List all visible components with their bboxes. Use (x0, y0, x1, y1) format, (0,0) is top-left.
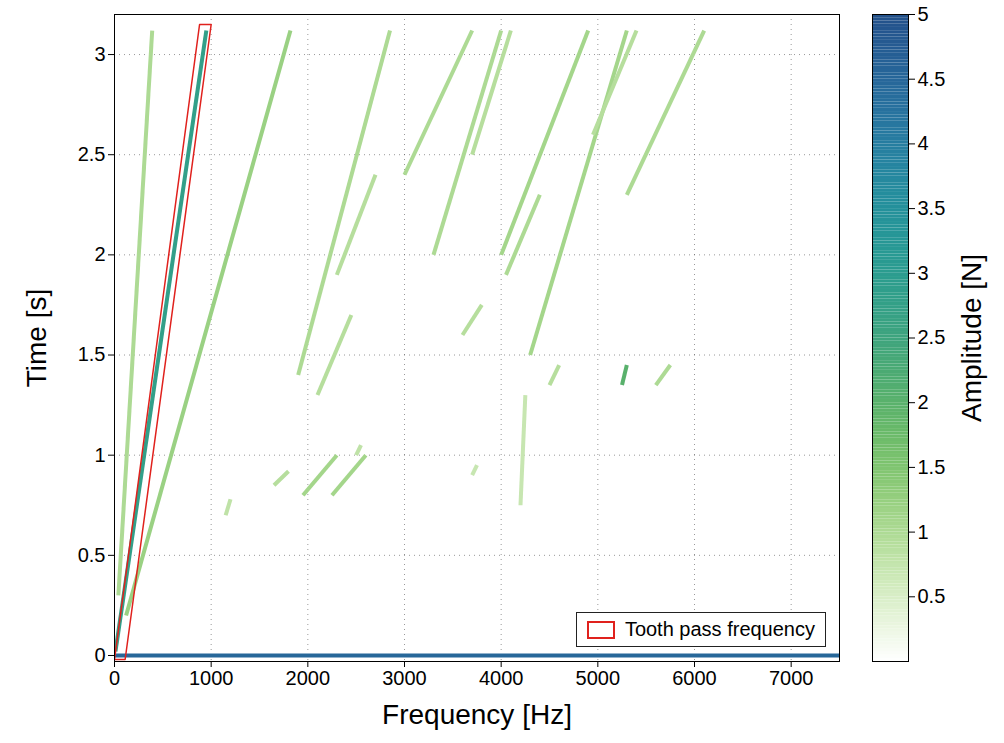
svg-text:1: 1 (94, 444, 105, 466)
svg-text:0: 0 (109, 667, 120, 689)
svg-text:3000: 3000 (382, 667, 427, 689)
svg-text:0.5: 0.5 (918, 585, 946, 607)
svg-text:2.5: 2.5 (918, 326, 946, 348)
svg-text:1000: 1000 (189, 667, 234, 689)
svg-text:1: 1 (918, 521, 929, 543)
svg-text:2.5: 2.5 (78, 143, 106, 165)
svg-text:4000: 4000 (479, 667, 523, 689)
svg-text:0.5: 0.5 (78, 544, 106, 566)
svg-text:0: 0 (94, 644, 105, 666)
svg-text:6000: 6000 (672, 667, 717, 689)
svg-text:3.5: 3.5 (918, 197, 946, 219)
svg-text:1.5: 1.5 (918, 456, 946, 478)
svg-text:5000: 5000 (576, 667, 621, 689)
svg-text:1.5: 1.5 (78, 343, 106, 365)
svg-text:4.5: 4.5 (918, 68, 946, 90)
svg-text:2: 2 (94, 243, 105, 265)
html-text:Tooth pass frequency: Tooth pass frequency (624, 618, 815, 640)
svg-text:2000: 2000 (286, 667, 331, 689)
svg-text:2: 2 (918, 391, 929, 413)
svg-text:Time [s]: Time [s] (21, 289, 52, 388)
svg-text:Amplitude [N]: Amplitude [N] (956, 254, 987, 422)
svg-text:3: 3 (918, 262, 929, 284)
svg-text:4: 4 (918, 132, 929, 154)
svg-text:Frequency [Hz]: Frequency [Hz] (382, 699, 572, 730)
svg-text:5: 5 (918, 4, 929, 25)
svg-text:3: 3 (94, 43, 105, 65)
svg-text:7000: 7000 (769, 667, 814, 689)
